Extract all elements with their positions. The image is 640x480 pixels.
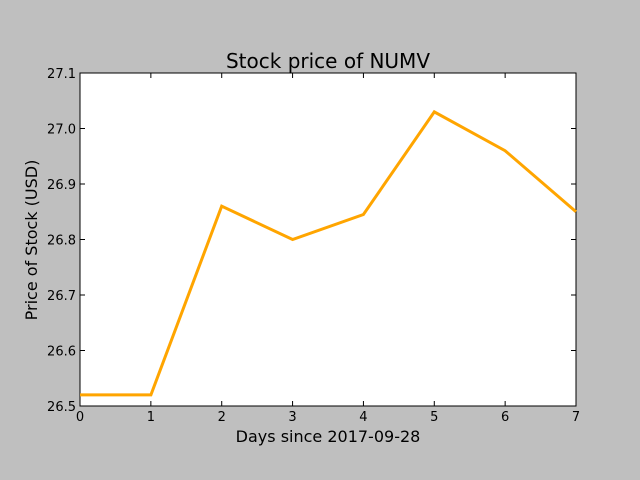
x-tick-label: 3 — [288, 410, 296, 425]
series-layer — [80, 109, 577, 397]
y-tick-label: 26.8 — [47, 234, 76, 249]
x-tick-label: 2 — [218, 410, 226, 425]
y-tick-label: 27.1 — [47, 67, 76, 82]
y-tick-label: 27.0 — [47, 123, 76, 138]
x-tick-label: 6 — [501, 410, 509, 425]
y-axis-label: Price of Stock (USD) — [22, 160, 41, 321]
axis-ticks: 0 1 2 3 4 5 6 7 26.5 26.6 26.7 26.8 26.9 27.0 27.1 — [47, 67, 580, 425]
x-tick-label: 0 — [76, 410, 84, 425]
x-axis-label: Days since 2017-09-28 — [236, 427, 421, 446]
chart-title: Stock price of NUMV — [226, 49, 430, 73]
y-tick-label: 26.5 — [47, 400, 76, 415]
series-line — [80, 109, 577, 397]
x-tick-label: 5 — [430, 410, 438, 425]
x-tick-label: 7 — [572, 410, 580, 425]
y-tick-label: 26.9 — [47, 178, 76, 193]
y-tick-label: 26.7 — [47, 289, 76, 304]
x-tick-label: 4 — [359, 410, 367, 425]
plot-area — [79, 72, 577, 407]
y-tick-label: 26.6 — [47, 345, 76, 360]
x-tick-label: 1 — [147, 410, 155, 425]
